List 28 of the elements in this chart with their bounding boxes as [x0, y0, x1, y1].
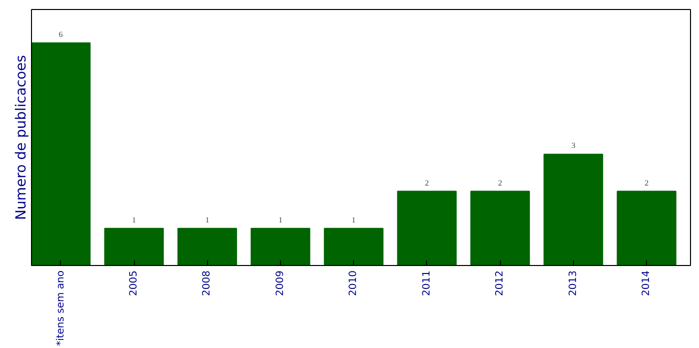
- bar: [32, 42, 91, 266]
- data-label: 2: [424, 178, 429, 188]
- bar: [104, 228, 164, 266]
- bar: [250, 228, 310, 266]
- data-label: 2: [498, 178, 502, 188]
- x-tick-label: *itens sem ano: [55, 270, 66, 346]
- data-label: 6: [58, 30, 63, 39]
- x-tick-label: 2005: [128, 270, 140, 296]
- x-tick-label: 2011: [421, 270, 432, 296]
- bar: [397, 190, 457, 266]
- x-tick-label: 2013: [568, 270, 579, 296]
- data-label: 1: [278, 215, 282, 224]
- x-tick-label: 2010: [348, 270, 360, 296]
- x-tick-label: 2008: [202, 270, 213, 296]
- x-tick-label: 2014: [641, 270, 652, 296]
- data-label: 1: [205, 215, 210, 224]
- data-label: 1: [132, 215, 136, 224]
- y-axis-title: Numero de publicacoes: [14, 55, 30, 220]
- x-tick-label: 2012: [494, 270, 506, 296]
- bar: [470, 190, 530, 266]
- bar: [616, 190, 676, 266]
- data-label: 1: [352, 215, 356, 224]
- bar: [324, 228, 384, 266]
- bar: [177, 228, 238, 266]
- bar: [544, 154, 604, 266]
- x-tick-label: 2009: [274, 270, 286, 296]
- data-label: 3: [571, 141, 576, 150]
- data-label: 2: [644, 178, 649, 188]
